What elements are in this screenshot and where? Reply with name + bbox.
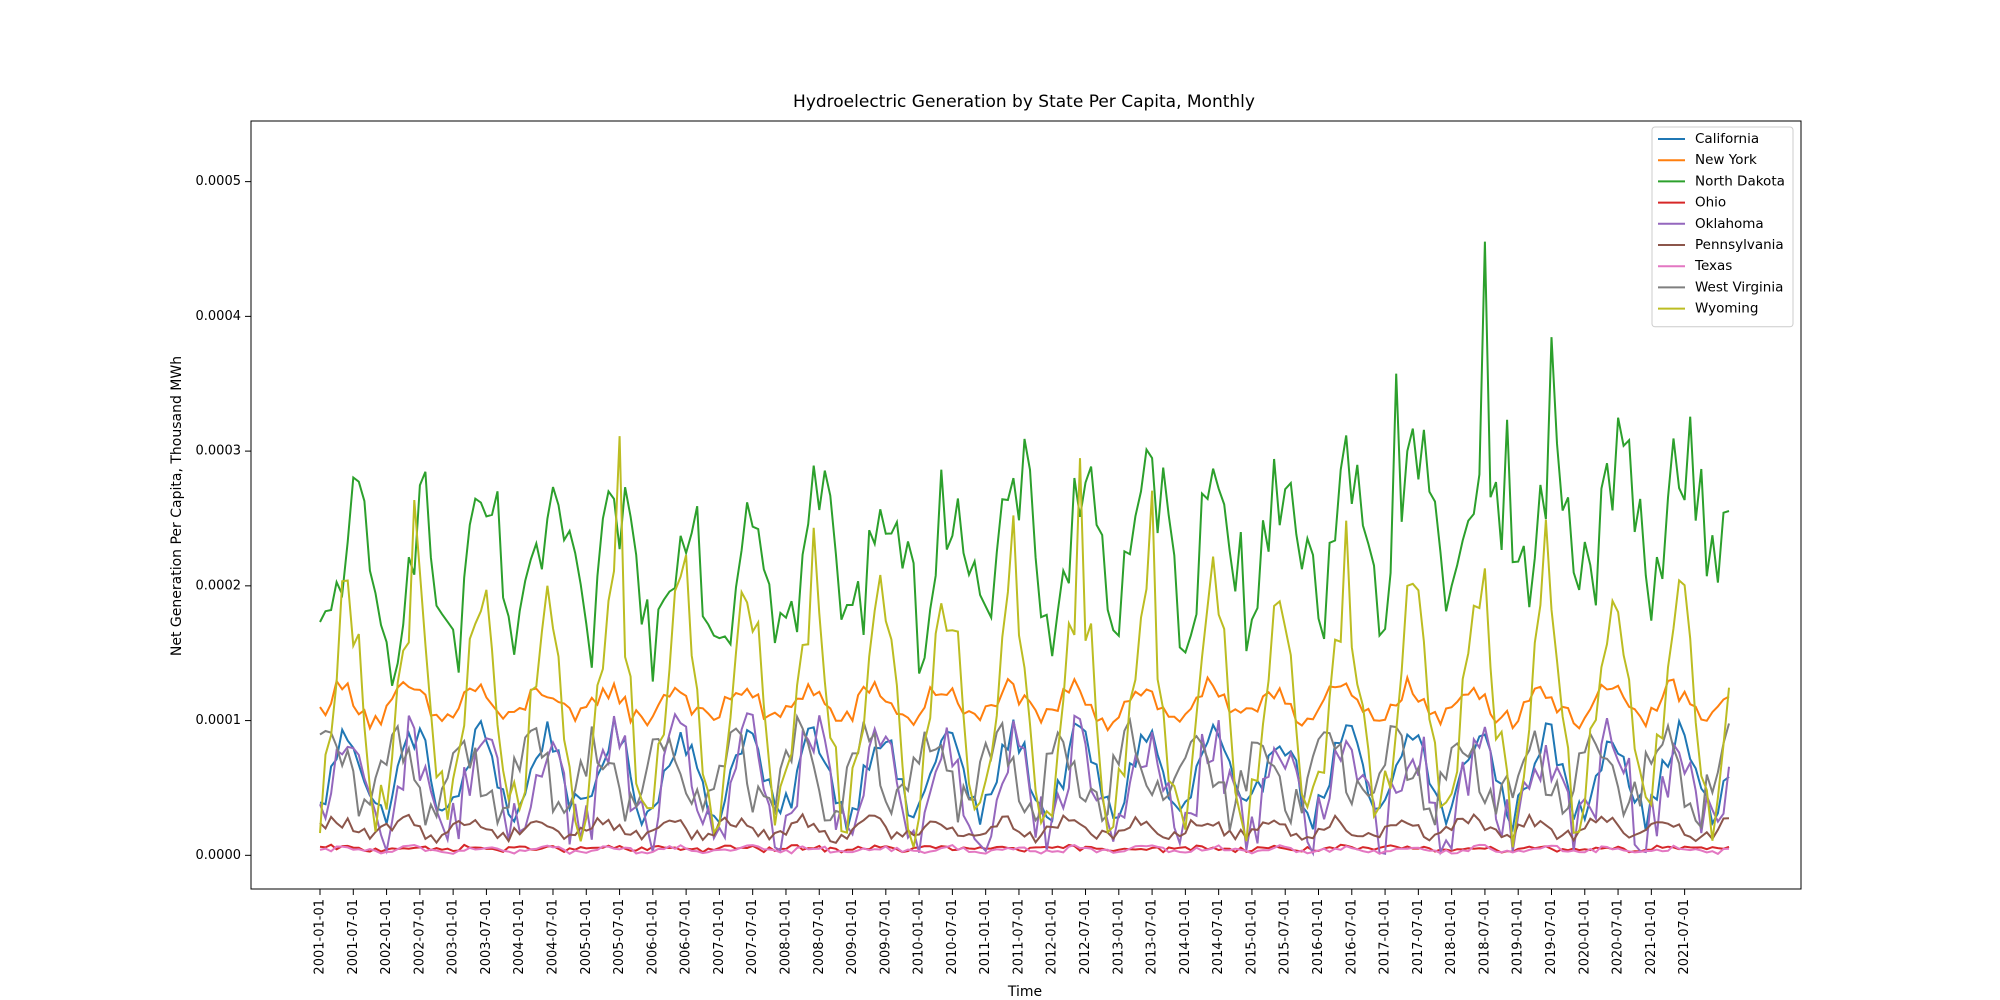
x-tick-label: 2015-07-01 [1278,899,1293,975]
series-line-wyoming [319,436,1730,848]
y-tick-label: 0.0001 [196,713,242,728]
x-tick-label: 2013-07-01 [1145,899,1160,975]
y-tick-label: 0.0003 [196,444,242,459]
y-tick-label: 0.0000 [196,848,242,863]
x-tick-label: 2010-07-01 [945,899,960,975]
plot-frame [250,120,1802,890]
x-tick-label: 2004-01-01 [512,899,527,975]
x-tick-label: 2021-01-01 [1644,899,1659,975]
x-tick-label: 2011-01-01 [978,899,993,975]
x-tick-label: 2019-07-01 [1544,899,1559,975]
x-tick-label: 2018-01-01 [1444,899,1459,975]
series-line-oklahoma [319,711,1730,857]
legend-label: New York [1695,152,1757,168]
legend-label: Wyoming [1695,301,1758,317]
y-tick-label: 0.0004 [196,309,242,324]
x-tick-label: 2007-07-01 [745,899,760,975]
series-line-west-virginia [319,713,1730,831]
x-tick-label: 2005-07-01 [612,899,627,975]
x-tick-label: 2002-07-01 [412,899,427,975]
x-tick-label: 2006-01-01 [645,899,660,975]
x-tick-label: 2019-01-01 [1511,899,1526,975]
chart-title: Hydroelectric Generation by State Per Ca… [793,92,1255,112]
legend-label: North Dakota [1695,173,1785,189]
x-tick-label: 2003-01-01 [446,899,461,975]
legend-label: Ohio [1695,195,1726,211]
x-tick-label: 2007-01-01 [712,899,727,975]
x-tick-label: 2010-01-01 [912,899,927,975]
legend-label: California [1695,131,1759,147]
series-line-pennsylvania [319,812,1730,845]
x-tick-label: 2021-07-01 [1677,899,1692,975]
y-tick-label: 0.0005 [196,174,242,189]
x-tick-label: 2002-01-01 [379,899,394,975]
series-line-california [319,717,1730,833]
legend-label: West Virginia [1695,279,1783,295]
x-tick-label: 2011-07-01 [1012,899,1027,975]
legend-label: Pennsylvania [1695,237,1784,253]
x-tick-label: 2016-01-01 [1311,899,1326,975]
x-tick-label: 2014-07-01 [1211,899,1226,975]
x-axis-label: Time [1007,984,1042,1000]
series-line-texas [319,843,1730,856]
legend-box [1651,126,1794,328]
x-tick-label: 2001-07-01 [346,899,361,975]
x-tick-label: 2018-07-01 [1477,899,1492,975]
x-tick-label: 2017-01-01 [1378,899,1393,975]
x-tick-label: 2012-07-01 [1078,899,1093,975]
x-tick-label: 2009-01-01 [845,899,860,975]
x-tick-label: 2004-07-01 [546,899,561,975]
x-tick-label: 2016-07-01 [1344,899,1359,975]
y-tick-label: 0.0002 [196,578,242,593]
x-tick-label: 2012-01-01 [1045,899,1060,975]
legend-label: Oklahoma [1695,216,1764,232]
x-tick-label: 2020-01-01 [1577,899,1592,975]
y-axis-label: Net Generation Per Capita, Thousand MWh [169,356,185,656]
x-tick-label: 2005-01-01 [579,899,594,975]
series-line-north-dakota [319,241,1730,686]
x-tick-label: 2006-07-01 [679,899,694,975]
x-tick-label: 2008-07-01 [812,899,827,975]
legend: California New York North Dakota Ohio Oklaho… [1651,126,1794,328]
x-tick-label: 2020-07-01 [1611,899,1626,975]
x-tick-label: 2001-01-01 [313,899,328,975]
x-tick-label: 2017-07-01 [1411,899,1426,975]
x-tick-label: 2003-07-01 [479,899,494,975]
legend-label: Texas [1694,258,1732,274]
x-tick-label: 2015-01-01 [1244,899,1259,975]
x-tick-label: 2008-01-01 [779,899,794,975]
x-tick-label: 2014-01-01 [1178,899,1193,975]
x-tick-label: 2013-01-01 [1111,899,1126,975]
x-tick-label: 2009-07-01 [878,899,893,975]
